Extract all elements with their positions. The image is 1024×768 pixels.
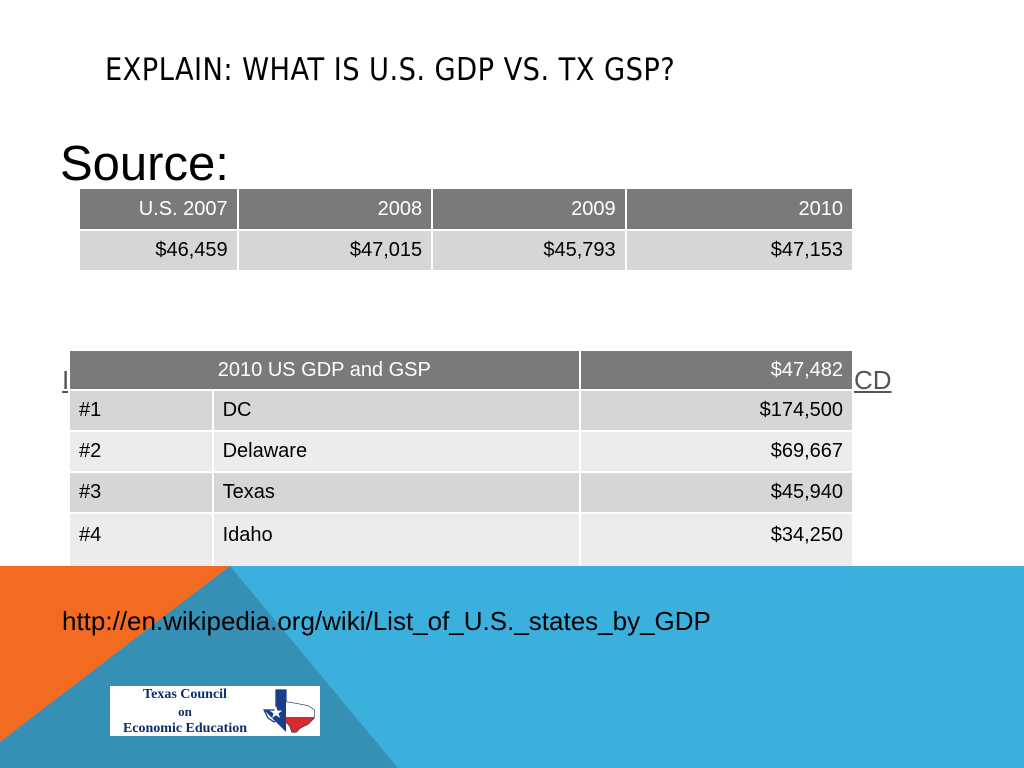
rank-cell: #2 xyxy=(68,430,214,473)
header-value-cell: $47,482 xyxy=(578,349,855,391)
table-row: #3 Texas $45,940 xyxy=(68,471,855,514)
texas-council-logo: Texas Council on Economic Education xyxy=(110,686,320,736)
state-cell: DC xyxy=(211,389,581,432)
gsp-cell: $45,940 xyxy=(578,471,855,514)
state-cell: Delaware xyxy=(211,430,581,473)
table-header-row: 2010 US GDP and GSP $47,482 xyxy=(68,349,855,391)
logo-text: Texas Council on Economic Education xyxy=(110,686,260,737)
logo-line-1: Texas Council xyxy=(143,687,227,702)
header-cell: 2009 xyxy=(431,187,627,231)
gsp-cell: $34,250 xyxy=(578,512,855,568)
partial-link-right[interactable]: CD xyxy=(854,365,892,395)
logo-line-3: Economic Education xyxy=(122,721,248,736)
rank-cell: #3 xyxy=(68,471,214,514)
source-label: Source: xyxy=(60,137,229,191)
table-header-row: U.S. 2007 2008 2009 2010 xyxy=(78,187,855,231)
gsp-cell: $174,500 xyxy=(578,389,855,432)
header-cell: 2010 xyxy=(624,187,855,231)
state-cell: Texas xyxy=(211,471,581,514)
value-cell: $45,793 xyxy=(431,229,627,272)
rank-cell: #4 xyxy=(68,512,214,568)
logo-line-2: on xyxy=(178,704,192,719)
table-row: #2 Delaware $69,667 xyxy=(68,430,855,473)
value-cell: $46,459 xyxy=(78,229,239,272)
state-gsp-rank-table: 2010 US GDP and GSP $47,482 #1 DC $174,5… xyxy=(68,349,855,568)
gdp-by-year-table: U.S. 2007 2008 2009 2010 $46,459 $47,015… xyxy=(78,187,855,272)
header-cell: U.S. 2007 xyxy=(78,187,239,231)
gsp-cell: $69,667 xyxy=(578,430,855,473)
table-row: $46,459 $47,015 $45,793 $47,153 xyxy=(78,229,855,272)
value-cell: $47,015 xyxy=(236,229,434,272)
value-cell: $47,153 xyxy=(624,229,855,272)
slide-title: EXPLAIN: WHAT IS U.S. GDP VS. TX GSP? xyxy=(105,52,676,88)
table-row: #4 Idaho $34,250 xyxy=(68,512,855,568)
source-url[interactable]: http://en.wikipedia.org/wiki/List_of_U.S… xyxy=(62,606,711,636)
table-row: #1 DC $174,500 xyxy=(68,389,855,432)
header-cell: 2008 xyxy=(236,187,434,231)
header-label-cell: 2010 US GDP and GSP xyxy=(68,349,581,391)
rank-cell: #1 xyxy=(68,389,214,432)
texas-flag-map-icon xyxy=(263,689,315,733)
state-cell: Idaho xyxy=(211,512,581,568)
partial-link-left[interactable]: I xyxy=(62,365,70,395)
